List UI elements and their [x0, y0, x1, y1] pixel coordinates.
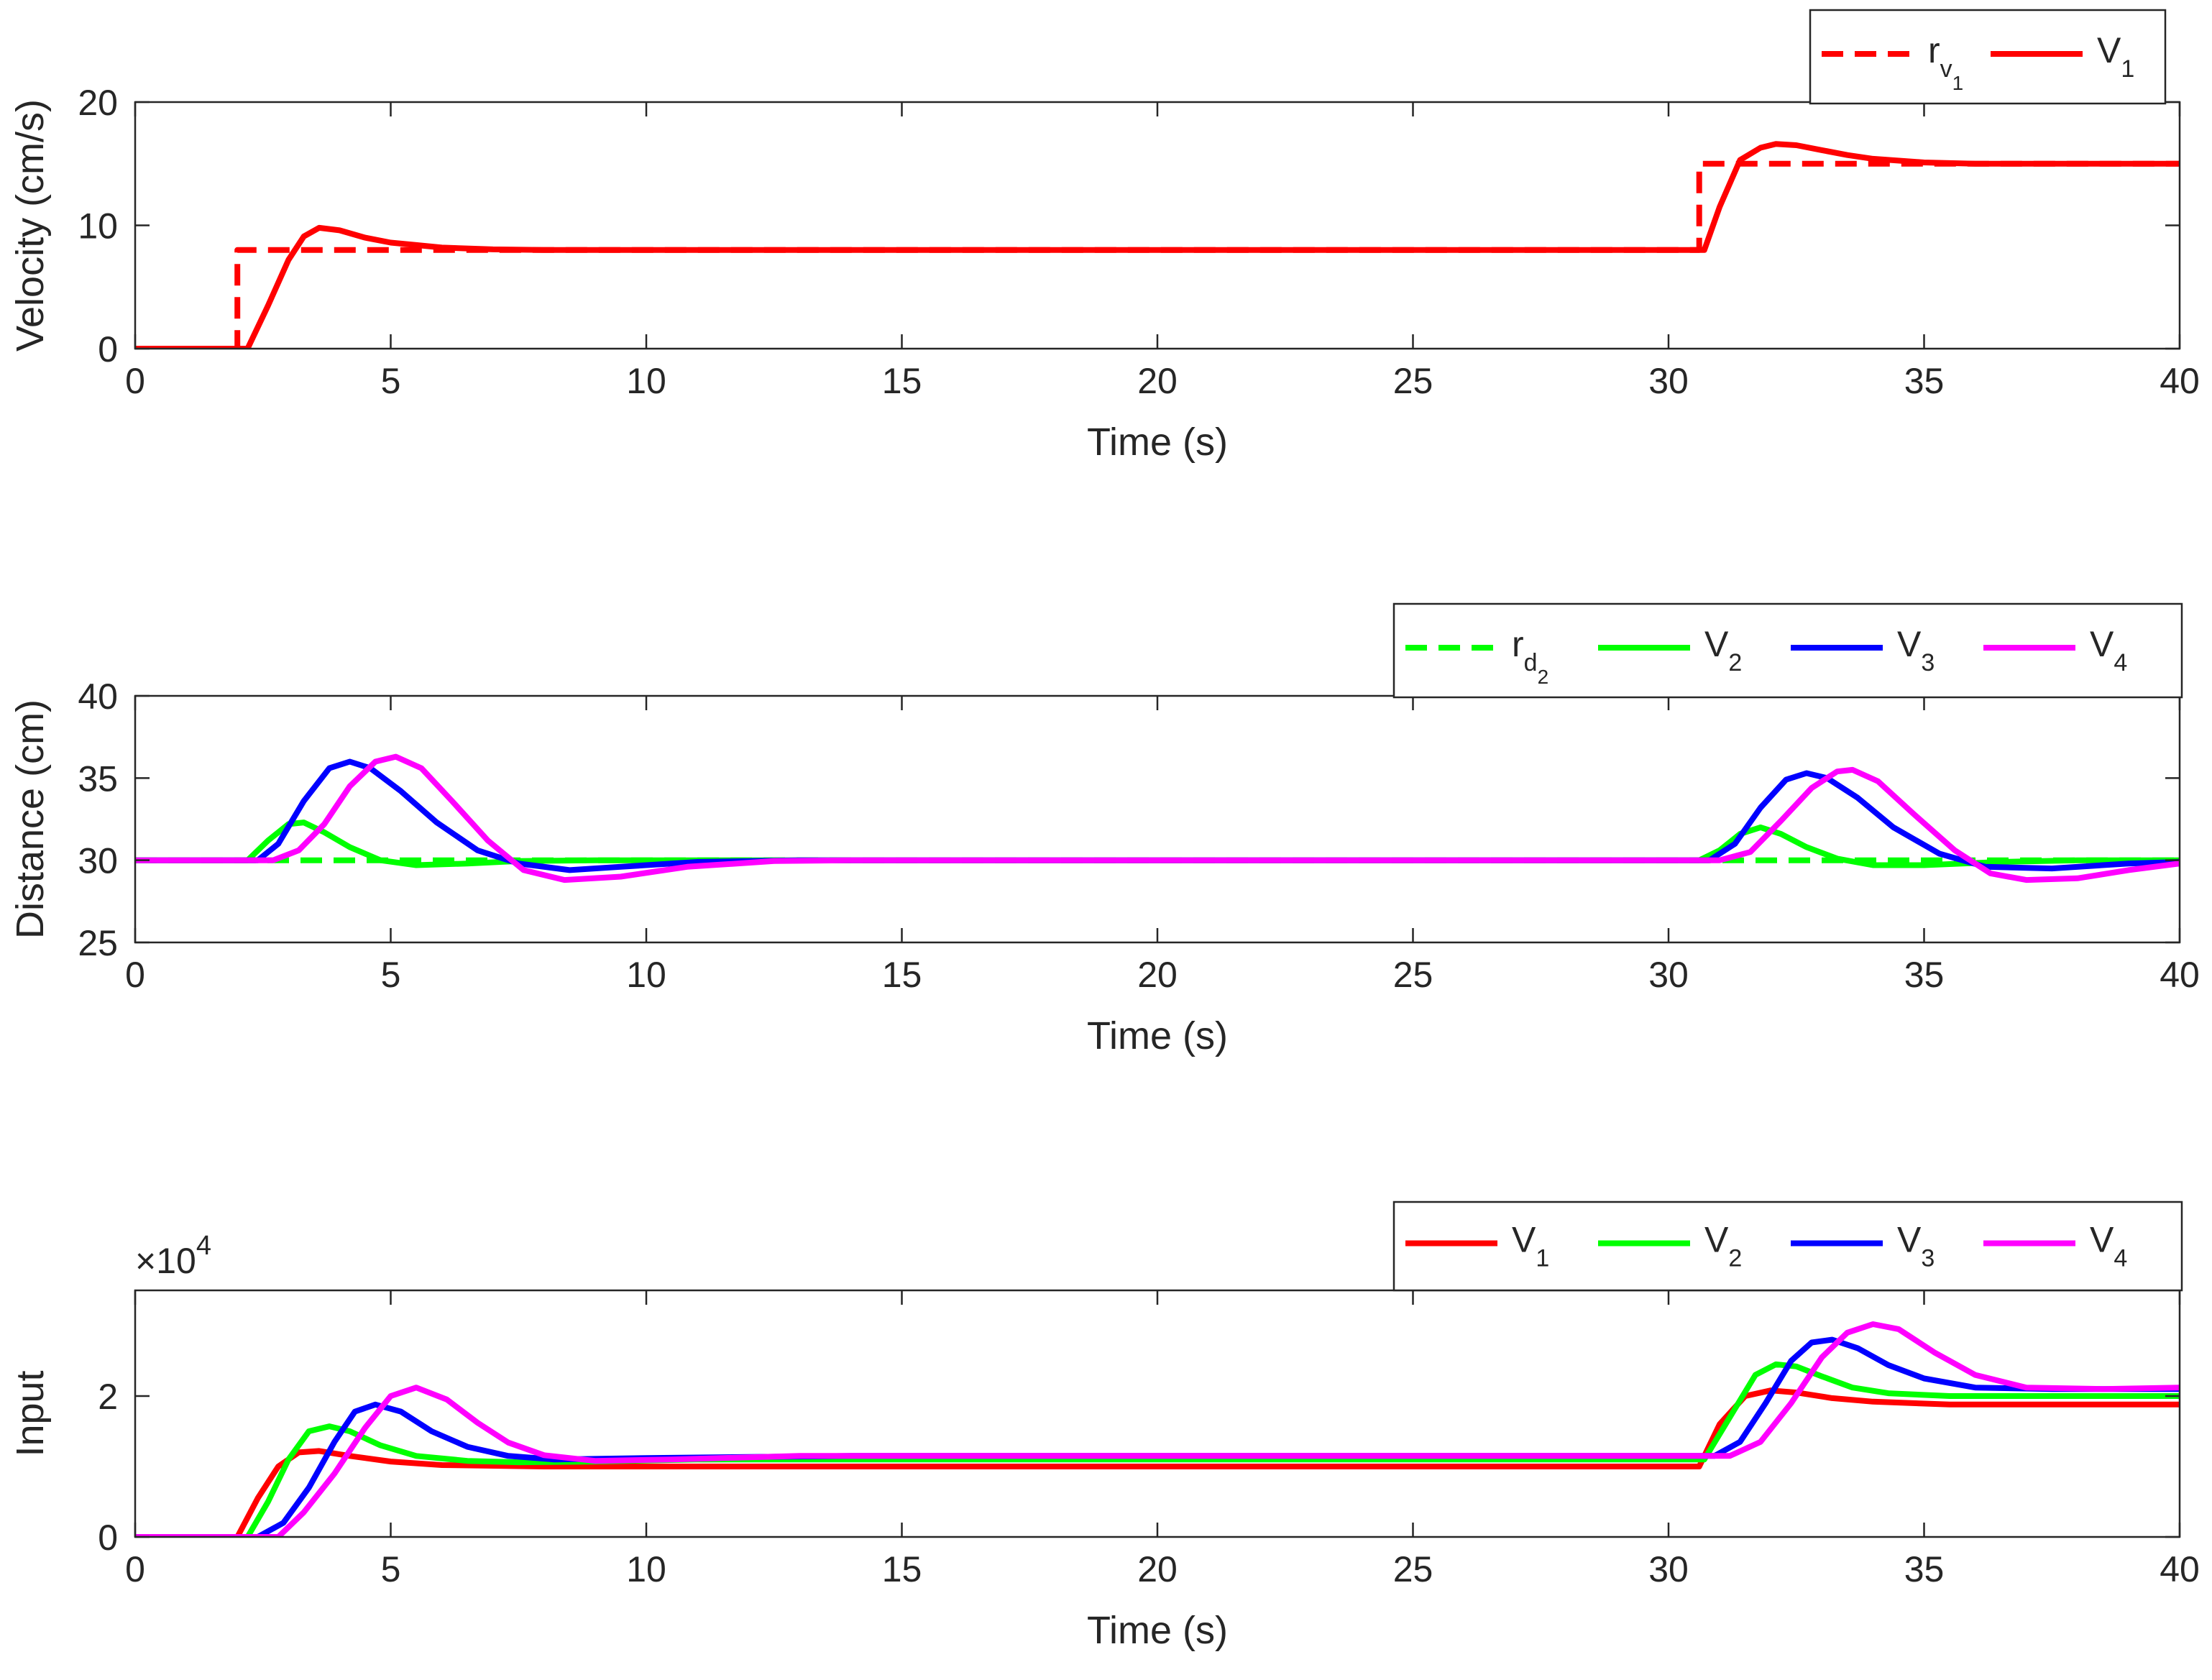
input-axes-box: [134, 1289, 2181, 1538]
x-tick-label: 10: [626, 955, 666, 995]
y-tick-label: 0: [98, 1518, 118, 1558]
x-tick-label: 30: [1648, 361, 1689, 401]
y-tick-label: 0: [98, 329, 118, 369]
x-tick-label: 25: [1393, 955, 1433, 995]
x-tick-label: 5: [381, 955, 401, 995]
y-tick-label: 10: [78, 206, 118, 247]
x-axis-label: Time (s): [1087, 1609, 1228, 1652]
series-V2-line: [135, 1361, 2180, 1537]
series-V4-line: [135, 753, 2180, 883]
x-tick-label: 0: [125, 955, 145, 995]
x-tick-label: 40: [2160, 361, 2200, 401]
x-tick-label: 10: [626, 1549, 666, 1589]
velocity-panel: 0 5 10 15 20 25 30 35 40 0 10 20 Time (s) Velocity (c…: [9, 9, 2200, 464]
x-tick-label: 35: [1904, 955, 1945, 995]
legend-box: [1392, 602, 2183, 699]
series-rv1-line: [135, 160, 2180, 349]
input-legend: V1 V2 V3 V4: [1392, 1201, 2183, 1292]
y-tick-label: 20: [78, 83, 118, 123]
distance-series: [135, 753, 2180, 883]
x-tick-label: 10: [626, 361, 666, 401]
y-tick-label: 30: [78, 841, 118, 881]
x-tick-label: 20: [1137, 955, 1178, 995]
x-tick-label: 0: [125, 1549, 145, 1589]
distance-axes-box: [134, 694, 2181, 944]
x-axis-label: Time (s): [1087, 1014, 1228, 1057]
series-V4-line: [135, 1321, 2180, 1537]
x-tick-label: 5: [381, 1549, 401, 1589]
x-tick-label: 35: [1904, 361, 1945, 401]
x-tick-label: 40: [2160, 1549, 2200, 1589]
y-axis-label: Velocity (cm/s): [9, 99, 52, 352]
y-tick-label: 40: [78, 676, 118, 717]
input-series: [135, 1321, 2180, 1537]
x-tick-label: 15: [882, 955, 922, 995]
x-tick-label: 30: [1648, 955, 1689, 995]
distance-panel: 0 5 10 15 20 25 30 35 40 25 30 35 40 Time (s) Distance…: [9, 602, 2200, 1057]
x-axis-label: Time (s): [1087, 421, 1228, 464]
x-tick-label: 5: [381, 361, 401, 401]
x-tick-label: 0: [125, 361, 145, 401]
x-tick-label: 20: [1137, 361, 1178, 401]
y-tick-label: 35: [78, 758, 118, 799]
y-tick-label: 2: [98, 1377, 118, 1417]
y-tick-label: 25: [78, 923, 118, 963]
x-tick-label: 35: [1904, 1549, 1945, 1589]
series-V1-line: [135, 141, 2180, 349]
x-tick-label: 15: [882, 361, 922, 401]
y-axis-label: Input: [9, 1370, 52, 1456]
x-tick-label: 25: [1393, 1549, 1433, 1589]
x-tick-label: 30: [1648, 1549, 1689, 1589]
x-tick-label: 15: [882, 1549, 922, 1589]
y-axis-label: Distance (cm): [9, 699, 52, 939]
series-V3-line: [135, 1336, 2180, 1537]
series-V1-line: [135, 1387, 2180, 1537]
x-tick-label: 40: [2160, 955, 2200, 995]
x-tick-label: 25: [1393, 361, 1433, 401]
velocity-axes-box: [134, 101, 2181, 350]
input-panel: 0 5 10 15 20 25 30 35 40 0 2 Time (s) Input ×104 V1 V2 V…: [9, 1201, 2200, 1652]
velocity-series: [135, 141, 2180, 349]
x-tick-label: 20: [1137, 1549, 1178, 1589]
y-axis-multiplier: ×104: [135, 1231, 211, 1281]
